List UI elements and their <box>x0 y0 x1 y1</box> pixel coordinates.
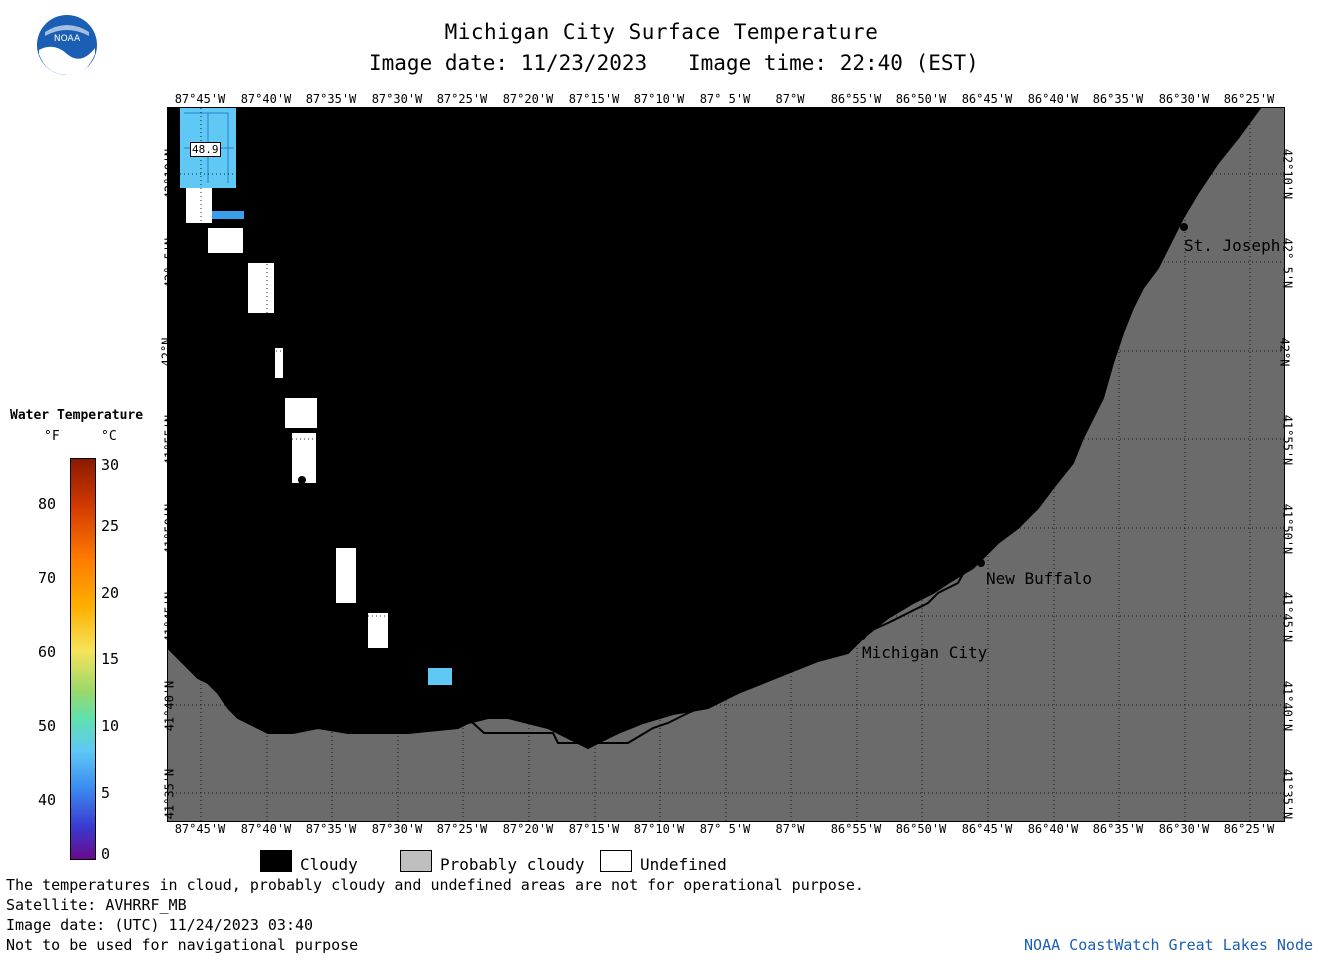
small-marker <box>436 686 444 694</box>
map-panel: 48.9 Chicago St. Joseph New Buffalo Mich… <box>167 107 1285 822</box>
legend-swatch-probably-cloudy <box>400 850 432 872</box>
lat-label: 42°N <box>159 337 174 367</box>
scale-tick-f: 50 <box>38 717 57 735</box>
scale-tick-c: 5 <box>101 784 111 802</box>
lat-label: 41°50'N <box>1280 503 1295 555</box>
lat-label: 41°50'N <box>162 503 177 555</box>
footer-credit: NOAA CoastWatch Great Lakes Node <box>1024 936 1313 954</box>
lon-label: 87°15'W <box>568 92 620 106</box>
lon-label: 87°20'W <box>502 822 554 836</box>
temperature-readout: 48.9 <box>190 142 221 157</box>
lon-label: 87°40'W <box>240 92 292 106</box>
lat-label: 42°10'N <box>162 148 177 200</box>
lat-label: 41°40'N <box>1280 680 1295 732</box>
lat-label: 41°45'N <box>1280 591 1295 643</box>
footer-satellite: Satellite: AVHRRF_MB <box>6 896 187 914</box>
lon-label: 86°35'W <box>1092 822 1144 836</box>
image-date: Image date: 11/23/2023 <box>369 51 648 75</box>
legend-swatch-cloudy <box>260 850 292 872</box>
lat-label: 41°45'N <box>162 591 177 643</box>
page-title: Michigan City Surface Temperature <box>444 20 879 44</box>
legend-label-undefined: Undefined <box>640 855 727 874</box>
scale-tick-c: 20 <box>101 584 120 602</box>
lon-label: 87°30'W <box>371 822 423 836</box>
image-time: Image time: 22:40 (EST) <box>688 51 979 75</box>
michigan-city-marker <box>858 632 866 640</box>
map-canvas <box>168 108 1284 821</box>
legend-swatch-undefined <box>600 850 632 872</box>
lon-label: 86°45'W <box>961 822 1013 836</box>
scale-unit-f: °F <box>44 429 60 444</box>
lon-label: 87°W <box>775 92 805 106</box>
scale-tick-f: 70 <box>38 569 57 587</box>
lon-label: 87° 5'W <box>699 822 751 836</box>
city-label-new-buffalo: New Buffalo <box>986 569 1092 588</box>
st-joseph-marker <box>1180 223 1188 231</box>
legend-label-cloudy: Cloudy <box>300 855 358 874</box>
lon-label: 87°20'W <box>502 92 554 106</box>
lon-label: 86°25'W <box>1223 92 1275 106</box>
lon-label: 86°55'W <box>830 92 882 106</box>
city-label-michigan-city: Michigan City <box>862 643 988 662</box>
lon-label: 87°10'W <box>633 822 685 836</box>
scale-tick-c: 15 <box>101 650 120 668</box>
lon-label: 86°35'W <box>1092 92 1144 106</box>
scale-tick-c: 10 <box>101 717 120 735</box>
scale-unit-c: °C <box>101 429 117 444</box>
noaa-logo: NOAA <box>36 14 98 76</box>
lon-label: 87°25'W <box>436 822 488 836</box>
lon-label: 86°50'W <box>895 92 947 106</box>
scale-tick-f: 40 <box>38 791 57 809</box>
lon-label: 86°40'W <box>1027 822 1079 836</box>
lon-label: 86°30'W <box>1158 822 1210 836</box>
lat-label: 41°55'N <box>1280 414 1295 466</box>
footer-navigation-note: Not to be used for navigational purpose <box>6 936 359 954</box>
lat-label: 42° 5'N <box>162 237 177 289</box>
lon-label: 87°25'W <box>436 92 488 106</box>
lon-label: 86°40'W <box>1027 92 1079 106</box>
cloud-covered-lake <box>168 108 1262 750</box>
city-label-st-joseph: St. Joseph <box>1184 236 1281 255</box>
scale-tick-f: 80 <box>38 495 57 513</box>
new-buffalo-marker <box>977 559 985 567</box>
lon-label: 87°35'W <box>305 92 357 106</box>
logo-text: NOAA <box>54 34 81 44</box>
lon-label: 86°45'W <box>961 92 1013 106</box>
graticule <box>168 108 1284 821</box>
lon-label: 86°55'W <box>830 822 882 836</box>
lat-label: 41°55'N <box>162 414 177 466</box>
lon-label: 87°10'W <box>633 92 685 106</box>
lat-label: 41°35'N <box>162 768 177 820</box>
footer-disclaimer: The temperatures in cloud, probably clou… <box>6 876 864 894</box>
lon-label: 86°30'W <box>1158 92 1210 106</box>
lon-label: 87°30'W <box>371 92 423 106</box>
chicago-marker <box>298 476 306 484</box>
lon-label: 87°40'W <box>240 822 292 836</box>
lon-label: 86°50'W <box>895 822 947 836</box>
lat-label: 42°10'N <box>1280 148 1295 200</box>
color-scale-bar <box>70 458 96 860</box>
lon-label: 87°45'W <box>174 92 226 106</box>
scale-tick-c: 30 <box>101 456 120 474</box>
lon-label: 86°25'W <box>1223 822 1275 836</box>
lon-label: 87°W <box>775 822 805 836</box>
lon-label: 87° 5'W <box>699 92 751 106</box>
scale-tick-f: 60 <box>38 643 57 661</box>
lat-label: 41°40'N <box>162 680 177 732</box>
city-label-chicago: Chicago <box>229 483 297 502</box>
legend-label-probably-cloudy: Probably cloudy <box>440 855 585 874</box>
lat-label: 41°35'N <box>1280 768 1295 820</box>
lon-label: 87°35'W <box>305 822 357 836</box>
scale-tick-c: 0 <box>101 845 111 863</box>
lon-label: 87°15'W <box>568 822 620 836</box>
lat-label: 42°N <box>1277 337 1292 367</box>
shoreline <box>168 172 984 744</box>
scale-tick-c: 25 <box>101 517 120 535</box>
lon-label: 87°45'W <box>174 822 226 836</box>
scale-title: Water Temperature <box>10 408 144 423</box>
lat-label: 42° 5'N <box>1280 237 1295 289</box>
footer-utc-date: Image date: (UTC) 11/24/2023 03:40 <box>6 916 314 934</box>
